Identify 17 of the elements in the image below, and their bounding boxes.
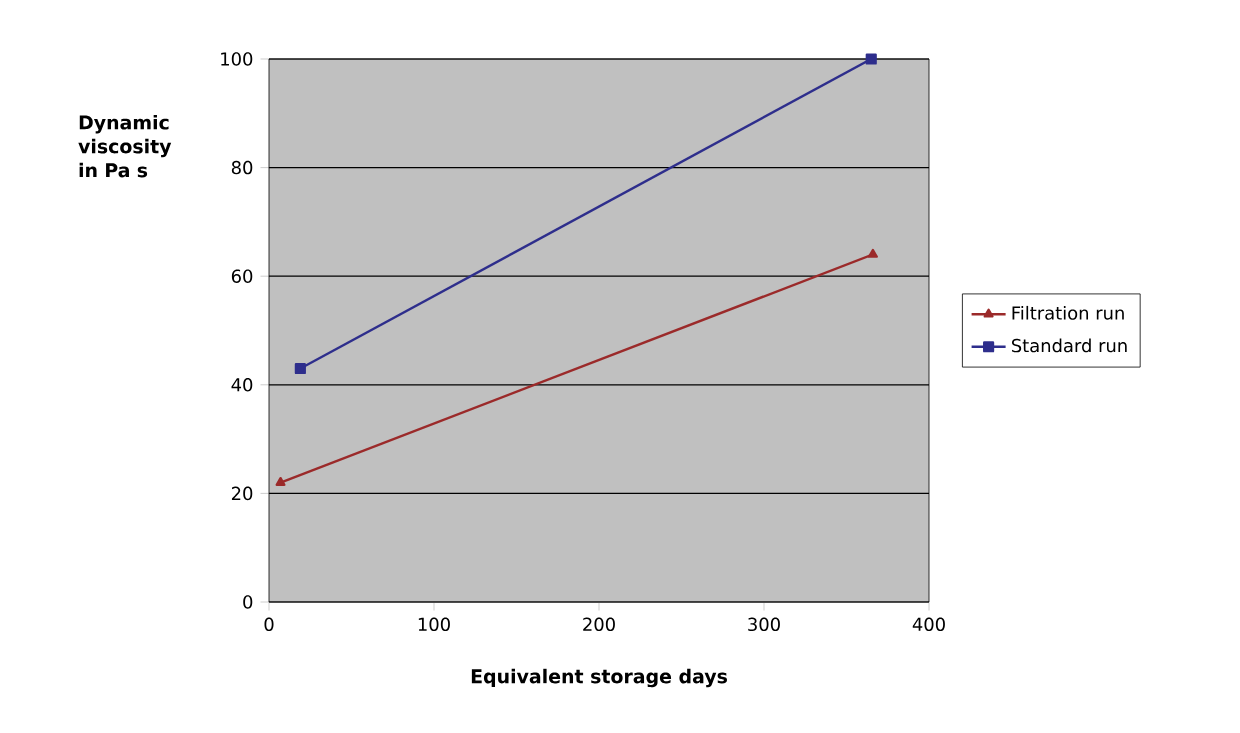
y-tick-label: 20 — [231, 486, 253, 501]
y-tick-label: 40 — [231, 378, 253, 392]
point — [294, 362, 306, 375]
y-tick-label: 60 — [231, 269, 253, 283]
x-tick-label: 200 — [583, 617, 615, 632]
x-tick-label: 100 — [418, 617, 450, 632]
y-tick-label: 100 — [221, 52, 253, 66]
y-tick-label: 80 — [231, 160, 253, 175]
legend-label: Standard run — [1011, 338, 1127, 353]
x-axis-title: Equivalent storage days — [471, 668, 728, 688]
point — [865, 53, 877, 65]
x-tick-label: 300 — [748, 617, 780, 632]
x-tick-label: 0 — [264, 617, 274, 632]
x-tick-label: 400 — [912, 617, 945, 632]
y-axis-title: Dynamic viscosity in Pa s — [78, 114, 172, 178]
legend-label: Filtration run — [1012, 305, 1124, 320]
y-tick-label: 0 — [243, 595, 253, 609]
